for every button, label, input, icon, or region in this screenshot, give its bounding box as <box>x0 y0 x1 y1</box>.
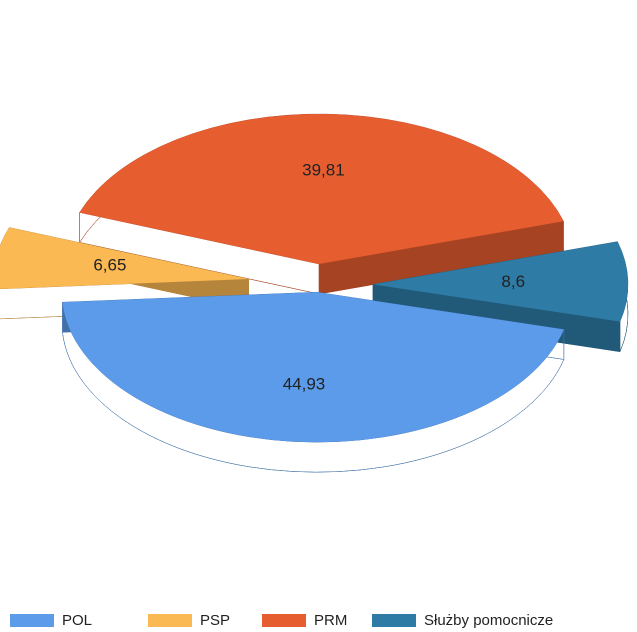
data-label: 39,81 <box>302 161 345 180</box>
legend-label: PRM <box>314 612 347 629</box>
slice <box>62 292 564 443</box>
legend-swatch <box>262 614 306 627</box>
legend-swatch <box>10 614 54 627</box>
legend-label: PSP <box>200 612 230 629</box>
legend-label: POL <box>62 612 92 629</box>
legend-swatch <box>372 614 416 627</box>
slice <box>0 227 249 289</box>
slice <box>372 241 628 322</box>
slice <box>79 114 564 265</box>
data-label: 8,6 <box>501 272 525 291</box>
data-label: 44,93 <box>283 374 326 393</box>
legend-label: Służby pomocnicze <box>424 612 553 629</box>
data-label: 6,65 <box>93 255 126 274</box>
legend-swatch <box>148 614 192 627</box>
